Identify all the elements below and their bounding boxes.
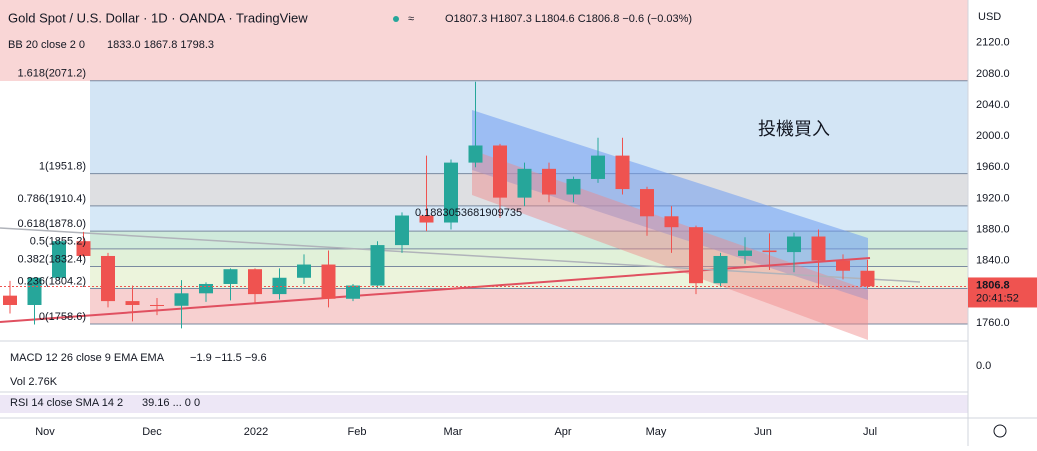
macd-label: MACD 12 26 close 9 EMA EMA <box>10 352 165 364</box>
candle-body <box>713 255 728 284</box>
candle-body <box>101 255 115 302</box>
bb-values: 1833.0 1867.8 1798.3 <box>107 39 214 51</box>
candle-body <box>517 168 532 198</box>
ohlc: O1807.3 H1807.3 L1804.6 C1806.8 −0.6 (−0… <box>445 13 692 25</box>
last-price-tag <box>968 277 1037 308</box>
candle-body <box>860 270 875 287</box>
y-tick-label: 2120.0 <box>976 37 1010 49</box>
fib-label: 0.5(1855.2) <box>30 236 86 248</box>
status-icon: ≈ <box>408 13 414 25</box>
x-tick-label: Mar <box>444 426 463 438</box>
candle-body <box>321 264 336 299</box>
candle-body <box>738 250 752 256</box>
y-tick-label: 1760.0 <box>976 317 1010 329</box>
candle-body <box>395 215 409 246</box>
bb-label: BB 20 close 2 0 <box>8 39 85 51</box>
candle-body <box>297 264 311 278</box>
trend-line <box>0 227 921 283</box>
x-tick-label: May <box>646 426 667 438</box>
candle-body <box>76 241 91 256</box>
candle-body <box>419 215 434 223</box>
y-tick-label: 2080.0 <box>976 68 1010 80</box>
candle-body <box>125 301 140 305</box>
candle-body <box>542 168 556 195</box>
candle-body <box>272 277 287 295</box>
candle-body <box>836 260 850 271</box>
candle-body <box>150 304 164 306</box>
rsi-label: RSI 14 close SMA 14 2 <box>10 397 123 409</box>
candle-body <box>493 145 507 198</box>
candle-body <box>591 155 605 179</box>
x-tick-label: 2022 <box>244 426 268 438</box>
candle-body <box>52 241 66 278</box>
fib-label: 0.382(1832.4) <box>18 253 87 265</box>
y-tick-label: 1960.0 <box>976 161 1010 173</box>
candle-body <box>199 283 213 294</box>
x-tick-label: Nov <box>35 426 55 438</box>
x-tick-label: Feb <box>348 426 367 438</box>
candle-body <box>346 285 360 299</box>
candle-body <box>223 269 238 284</box>
candle-body <box>248 269 262 295</box>
candle-body <box>787 236 801 253</box>
candle-body <box>27 277 42 305</box>
title: Gold Spot / U.S. Dollar · 1D · OANDA · T… <box>8 10 308 25</box>
candle-body <box>664 216 679 228</box>
x-tick-label: Apr <box>554 426 571 438</box>
macd-values: −1.9 −11.5 −9.6 <box>190 352 267 364</box>
candle-body <box>174 293 189 306</box>
fib-label: 1.618(2071.2) <box>18 68 87 80</box>
top-zone <box>0 0 968 81</box>
y-tick-label: 2040.0 <box>976 99 1010 111</box>
annotation: 投機買入 <box>758 119 830 139</box>
candle-body <box>689 227 703 284</box>
y-tick-label: 1840.0 <box>976 255 1010 267</box>
y-tick-label: 2000.0 <box>976 130 1010 142</box>
currency: USD <box>978 11 1001 23</box>
status-dot <box>393 16 399 22</box>
fib-label: 0.786(1910.4) <box>18 193 87 205</box>
candle-body <box>444 162 458 223</box>
fib-zone <box>90 288 968 324</box>
last-price: 1806.8 <box>976 279 1010 291</box>
fib-label: 0.236(1804.2) <box>18 275 87 287</box>
y-tick-label: 1920.0 <box>976 192 1010 204</box>
y-tick-label: 1880.0 <box>976 223 1010 235</box>
countdown: 20:41:52 <box>976 292 1019 304</box>
candle-body <box>640 189 654 217</box>
candle-body <box>615 155 630 190</box>
fib-label: 0.618(1878.0) <box>18 218 87 230</box>
macd-zero: 0.0 <box>976 360 991 372</box>
rsi-band <box>0 395 968 413</box>
candle-body <box>370 245 385 286</box>
down-channel <box>472 150 868 340</box>
candle-body <box>762 250 777 253</box>
candle-body <box>468 145 483 163</box>
x-tick-label: Dec <box>142 426 162 438</box>
fib-label: 1(1951.8) <box>39 161 86 173</box>
fib-ratio: 0.1883053681909735 <box>415 207 522 219</box>
candle-body <box>566 178 581 195</box>
fib-label: 0(1758.6) <box>39 311 86 323</box>
settings[interactable] <box>993 424 1007 438</box>
candle-body <box>3 295 17 305</box>
x-tick-label: Jun <box>754 426 772 438</box>
candle-body <box>811 236 826 261</box>
vol-label: Vol 2.76K <box>10 376 58 388</box>
rsi-values: 39.16 ... 0 0 <box>142 397 200 409</box>
x-tick-label: Jul <box>863 426 877 438</box>
